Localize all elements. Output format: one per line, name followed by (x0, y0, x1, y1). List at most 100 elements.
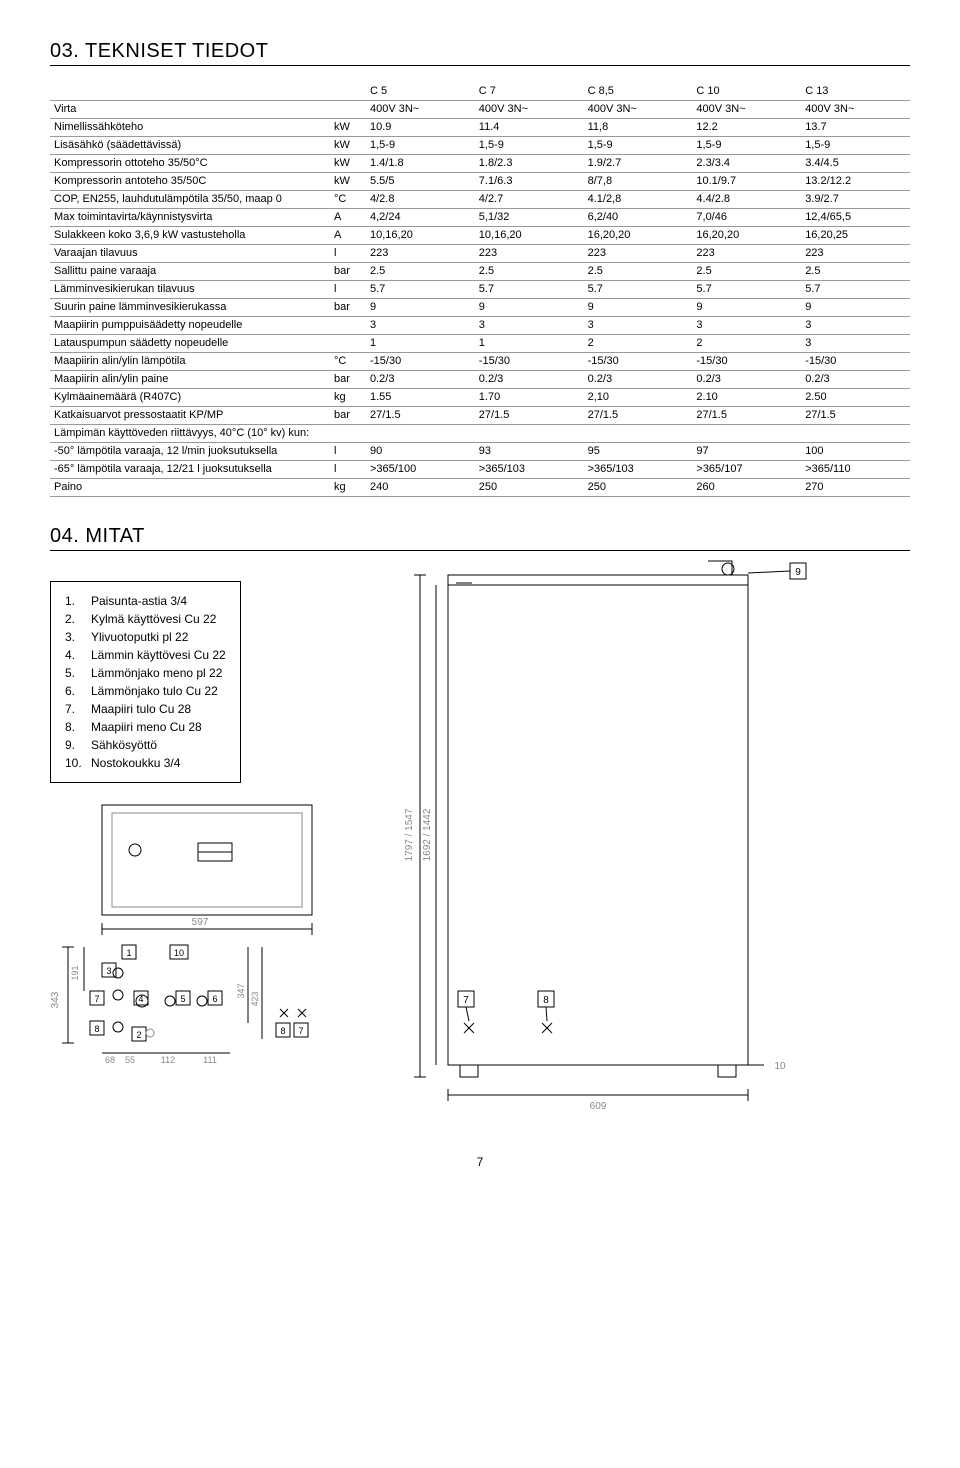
row-value: 9 (584, 298, 693, 316)
row-value: 27/1.5 (692, 406, 801, 424)
svg-text:55: 55 (125, 1055, 135, 1065)
row-value: 9 (692, 298, 801, 316)
table-row: Kompressorin ottoteho 35/50°CkW1.4/1.81.… (50, 154, 910, 172)
legend-text: Sähkösyöttö (91, 738, 157, 752)
row-value: 90 (366, 442, 475, 460)
side-view-diagram: 9 1797 / 1547 1692 / 1442 7 8 (388, 555, 848, 1115)
row-value: 1,5-9 (584, 136, 693, 154)
table-row: Maapiirin alin/ylin painebar0.2/30.2/30.… (50, 370, 910, 388)
svg-text:8: 8 (280, 1026, 285, 1036)
row-value: 13.2/12.2 (801, 172, 910, 190)
svg-text:1797 / 1547: 1797 / 1547 (404, 808, 415, 861)
row-unit: bar (330, 262, 366, 280)
legend-box: 1.Paisunta-astia 3/42.Kylmä käyttövesi C… (50, 581, 241, 783)
legend-num: 10. (65, 754, 91, 772)
row-unit: A (330, 226, 366, 244)
row-value: 2.5 (584, 262, 693, 280)
table-row: COP, EN255, lauhdutulämpötila 35/50, maa… (50, 190, 910, 208)
row-value: 2.5 (801, 262, 910, 280)
row-label: Lämminvesikierukan tilavuus (50, 280, 330, 298)
row-value: 1,5-9 (366, 136, 475, 154)
row-value: 0.2/3 (584, 370, 693, 388)
row-unit: bar (330, 370, 366, 388)
row-value: 16,20,25 (801, 226, 910, 244)
table-row: Lämpimän käyttöveden riittävyys, 40°C (1… (50, 424, 910, 442)
row-value: >365/107 (692, 460, 801, 478)
row-value (692, 424, 801, 442)
legend-item: 5.Lämmönjako meno pl 22 (65, 664, 226, 682)
legend-num: 9. (65, 736, 91, 754)
table-row: -50° lämpötila varaaja, 12 l/min juoksut… (50, 442, 910, 460)
svg-text:7: 7 (298, 1026, 303, 1036)
table-row: Kylmäainemäärä (R407C)kg1.551.702,102.10… (50, 388, 910, 406)
row-unit: l (330, 280, 366, 298)
row-value: 0.2/3 (475, 370, 584, 388)
legend-item: 8.Maapiiri meno Cu 28 (65, 718, 226, 736)
row-label: Max toimintavirta/käynnistysvirta (50, 208, 330, 226)
row-value: 0.2/3 (692, 370, 801, 388)
row-value: 240 (366, 478, 475, 496)
col-header: C 5 (366, 82, 475, 100)
row-unit (330, 424, 366, 442)
table-row: Varaajan tilavuusl223223223223223 (50, 244, 910, 262)
row-unit: bar (330, 406, 366, 424)
row-label: Lämpimän käyttöveden riittävyys, 40°C (1… (50, 424, 330, 442)
row-value: 5,1/32 (475, 208, 584, 226)
row-value: 5.7 (475, 280, 584, 298)
table-row: Maapiirin alin/ylin lämpötila°C-15/30-15… (50, 352, 910, 370)
row-value: >365/100 (366, 460, 475, 478)
table-row: Katkaisuarvot pressostaatit KP/MPbar27/1… (50, 406, 910, 424)
legend-text: Maapiiri tulo Cu 28 (91, 702, 191, 716)
row-value: -15/30 (801, 352, 910, 370)
table-row: Maapiirin pumppuisäädetty nopeudelle3333… (50, 316, 910, 334)
row-unit: kW (330, 172, 366, 190)
row-label: Suurin paine lämminvesikierukassa (50, 298, 330, 316)
row-value: 4,2/24 (366, 208, 475, 226)
svg-text:6: 6 (212, 994, 217, 1004)
row-value: 3 (801, 334, 910, 352)
legend-num: 6. (65, 682, 91, 700)
row-value: 270 (801, 478, 910, 496)
row-value: -15/30 (692, 352, 801, 370)
row-label: Maapiirin alin/ylin lämpötila (50, 352, 330, 370)
row-value: 7.1/6.3 (475, 172, 584, 190)
row-value: 12.2 (692, 118, 801, 136)
legend-text: Lämmönjako meno pl 22 (91, 666, 222, 680)
row-value: 9 (366, 298, 475, 316)
row-unit: l (330, 460, 366, 478)
row-value: 27/1.5 (366, 406, 475, 424)
svg-text:191: 191 (70, 965, 80, 980)
row-label: Kompressorin antoteho 35/50C (50, 172, 330, 190)
svg-text:9: 9 (795, 567, 801, 578)
row-value: -15/30 (584, 352, 693, 370)
legend-text: Lämmönjako tulo Cu 22 (91, 684, 218, 698)
row-value: 27/1.5 (584, 406, 693, 424)
row-unit (330, 100, 366, 118)
row-label: Sallittu paine varaaja (50, 262, 330, 280)
row-value: 1.70 (475, 388, 584, 406)
row-value: 4/2.8 (366, 190, 475, 208)
row-value: 2,10 (584, 388, 693, 406)
legend-num: 3. (65, 628, 91, 646)
row-value: 223 (366, 244, 475, 262)
row-value: 400V 3N~ (692, 100, 801, 118)
row-value: 400V 3N~ (475, 100, 584, 118)
row-unit: kW (330, 118, 366, 136)
row-value (801, 424, 910, 442)
row-unit: kg (330, 388, 366, 406)
row-value: 3 (366, 316, 475, 334)
row-value: 260 (692, 478, 801, 496)
legend-num: 2. (65, 610, 91, 628)
row-unit: kW (330, 136, 366, 154)
svg-text:10: 10 (774, 1061, 786, 1072)
row-value (475, 424, 584, 442)
legend-text: Paisunta-astia 3/4 (91, 594, 187, 608)
row-value: 4/2.7 (475, 190, 584, 208)
row-value: 2.10 (692, 388, 801, 406)
svg-text:3: 3 (106, 966, 111, 976)
row-value: 5.5/5 (366, 172, 475, 190)
row-value: 13.7 (801, 118, 910, 136)
spec-table: C 5 C 7 C 8,5 C 10 C 13 Virta400V 3N~400… (50, 82, 910, 497)
row-value (584, 424, 693, 442)
table-row: Latauspumpun säädetty nopeudelle11223 (50, 334, 910, 352)
